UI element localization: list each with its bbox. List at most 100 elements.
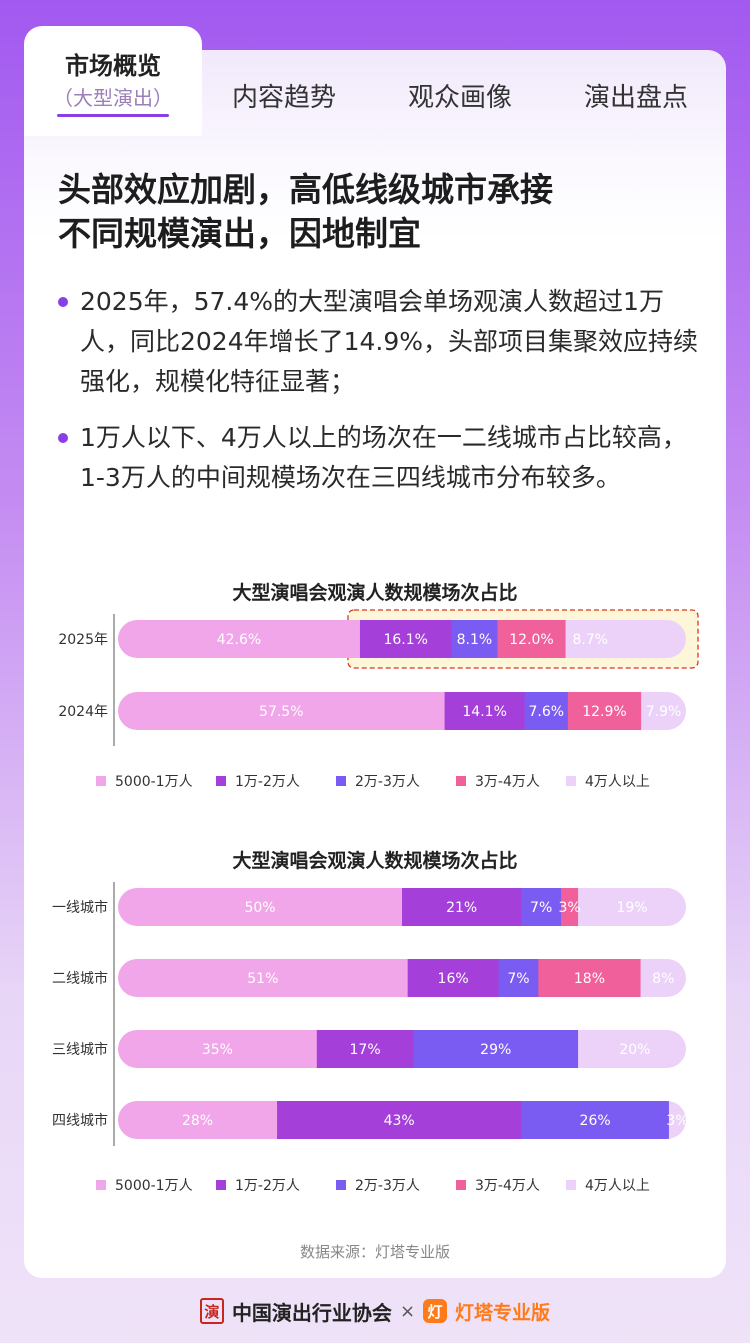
legend-swatch bbox=[96, 1180, 106, 1190]
data-label: 8.1% bbox=[457, 632, 493, 648]
footer-logos: 演 中国演出行业协会 × 灯 灯塔专业版 bbox=[0, 1296, 750, 1326]
bar-segment bbox=[451, 620, 498, 658]
bullet-text-2: 1万人以下、4万人以上的场次在一二线城市占比较高，1-3万人的中间规模场次在三四… bbox=[80, 423, 687, 492]
data-label: 35% bbox=[202, 1042, 233, 1058]
data-label: 43% bbox=[384, 1113, 415, 1129]
data-label: 21% bbox=[446, 900, 477, 916]
legend-swatch bbox=[336, 776, 346, 786]
data-label: 51% bbox=[247, 971, 278, 987]
legend-swatch bbox=[566, 1180, 576, 1190]
bar-row bbox=[118, 1030, 686, 1068]
legend-swatch bbox=[456, 1180, 466, 1190]
bar-segment bbox=[413, 1030, 579, 1068]
legend-label: 2万-3万人 bbox=[355, 1178, 420, 1194]
bar-segment bbox=[444, 692, 526, 730]
bullet-text-1: 2025年，57.4%的大型演唱会单场观演人数超过1万人，同比2024年增长了1… bbox=[80, 287, 699, 396]
bar-segment bbox=[497, 620, 567, 658]
bar-segment bbox=[402, 888, 522, 926]
bar-segment bbox=[498, 959, 539, 997]
data-label: 57.5% bbox=[259, 704, 303, 720]
legend-label: 3万-4万人 bbox=[475, 774, 540, 790]
data-label: 7.9% bbox=[646, 704, 682, 720]
legend-label: 5000-1万人 bbox=[115, 774, 193, 790]
bar-segment bbox=[578, 888, 686, 926]
data-label: 7% bbox=[507, 971, 529, 987]
tab-show-review[interactable]: 演出盘点 bbox=[584, 83, 689, 113]
association-seal-icon: 演 bbox=[199, 1298, 224, 1324]
bar-segment bbox=[538, 959, 642, 997]
data-label: 8.7% bbox=[573, 632, 609, 648]
category-label: 二线城市 bbox=[52, 970, 108, 987]
legend-swatch bbox=[336, 1180, 346, 1190]
chart-2-city-tier-scale: 一线城市 50% 21% 7% 3% 19% 二线城市 51% 16% 7% 18% 8% 三线城市 35… bbox=[52, 882, 689, 1194]
bar-segment bbox=[118, 1101, 278, 1139]
bar-segment bbox=[668, 1101, 686, 1139]
bar-segment bbox=[524, 692, 569, 730]
bar-row bbox=[118, 959, 686, 997]
tab-market-overview-label: 市场概览 bbox=[65, 52, 161, 80]
bar-segment bbox=[565, 620, 616, 658]
association-name: 中国演出行业协会 bbox=[231, 1300, 392, 1325]
legend-swatch bbox=[456, 776, 466, 786]
bar-segment bbox=[578, 1030, 686, 1068]
bar-row bbox=[118, 888, 686, 926]
data-label: 17% bbox=[350, 1042, 381, 1058]
data-label: 29% bbox=[480, 1042, 511, 1058]
data-label: 8% bbox=[652, 971, 674, 987]
data-label: 12.9% bbox=[582, 704, 626, 720]
bullet-item-1: 2025年，57.4%的大型演唱会单场观演人数超过1万人，同比2024年增长了1… bbox=[58, 282, 708, 402]
tab-market-overview[interactable]: 市场概览 （大型演出） bbox=[24, 26, 202, 136]
legend-label: 3万-4万人 bbox=[475, 1178, 540, 1194]
legend-swatch bbox=[566, 776, 576, 786]
bar-segment bbox=[521, 1101, 670, 1139]
legend-label: 4万人以上 bbox=[585, 1178, 650, 1194]
bar-segment bbox=[118, 959, 409, 997]
bar-row bbox=[118, 620, 686, 658]
bar-segment bbox=[567, 692, 642, 730]
data-label: 12.0% bbox=[509, 632, 553, 648]
bar-segment bbox=[359, 620, 452, 658]
tab-active-indicator bbox=[57, 114, 169, 117]
data-label: 3% bbox=[558, 900, 580, 916]
bullet-dot-icon bbox=[58, 297, 68, 307]
chart-1-yearly-scale: 2025年 42.6% 16.1% 8.1% 12.0% 8.7% 2024年 57.5% 14… bbox=[58, 609, 699, 790]
bar-segment bbox=[641, 692, 686, 730]
legend-label: 1万-2万人 bbox=[235, 774, 300, 790]
data-label: 16% bbox=[438, 971, 469, 987]
category-label: 三线城市 bbox=[52, 1041, 108, 1058]
bullet-dot-icon bbox=[58, 433, 68, 443]
data-label: 26% bbox=[580, 1113, 611, 1129]
legend-label: 4万人以上 bbox=[585, 774, 650, 790]
data-label: 7.6% bbox=[528, 704, 564, 720]
data-label: 18% bbox=[574, 971, 605, 987]
data-label: 42.6% bbox=[217, 632, 261, 648]
data-label: 50% bbox=[244, 900, 275, 916]
legend-swatch bbox=[216, 776, 226, 786]
headline-line-2: 不同规模演出，因地制宜 bbox=[58, 214, 421, 253]
bar-segment bbox=[640, 959, 686, 997]
category-label: 四线城市 bbox=[52, 1112, 108, 1129]
tab-audience-profile[interactable]: 观众画像 bbox=[408, 83, 513, 113]
bar-segment bbox=[118, 888, 403, 926]
bar-segment bbox=[118, 620, 361, 658]
bar-segment bbox=[407, 959, 500, 997]
bar-row bbox=[118, 1101, 686, 1139]
dengta-name: 灯塔专业版 bbox=[455, 1301, 551, 1324]
dengta-logo-icon: 灯 bbox=[423, 1299, 448, 1323]
legend-label: 5000-1万人 bbox=[115, 1178, 193, 1194]
chart-1-title: 大型演唱会观演人数规模场次占比 bbox=[232, 582, 518, 604]
bar-segment bbox=[316, 1030, 414, 1068]
data-label: 3% bbox=[666, 1113, 688, 1129]
data-label: 28% bbox=[182, 1113, 213, 1129]
category-label: 一线城市 bbox=[52, 899, 108, 916]
tab-market-overview-sublabel: （大型演出） bbox=[53, 86, 173, 110]
bar-segment bbox=[277, 1101, 522, 1139]
headline-line-1: 头部效应加剧，高低线级城市承接 bbox=[58, 170, 553, 209]
page-headline: 头部效应加剧，高低线级城市承接 不同规模演出，因地制宜 bbox=[58, 168, 698, 256]
bar-row bbox=[118, 692, 686, 730]
bar-segment bbox=[118, 692, 446, 730]
tab-content-trend[interactable]: 内容趋势 bbox=[232, 83, 337, 113]
cross-separator: × bbox=[399, 1300, 416, 1322]
bar-segment bbox=[561, 888, 579, 926]
category-label: 2025年 bbox=[58, 632, 108, 648]
